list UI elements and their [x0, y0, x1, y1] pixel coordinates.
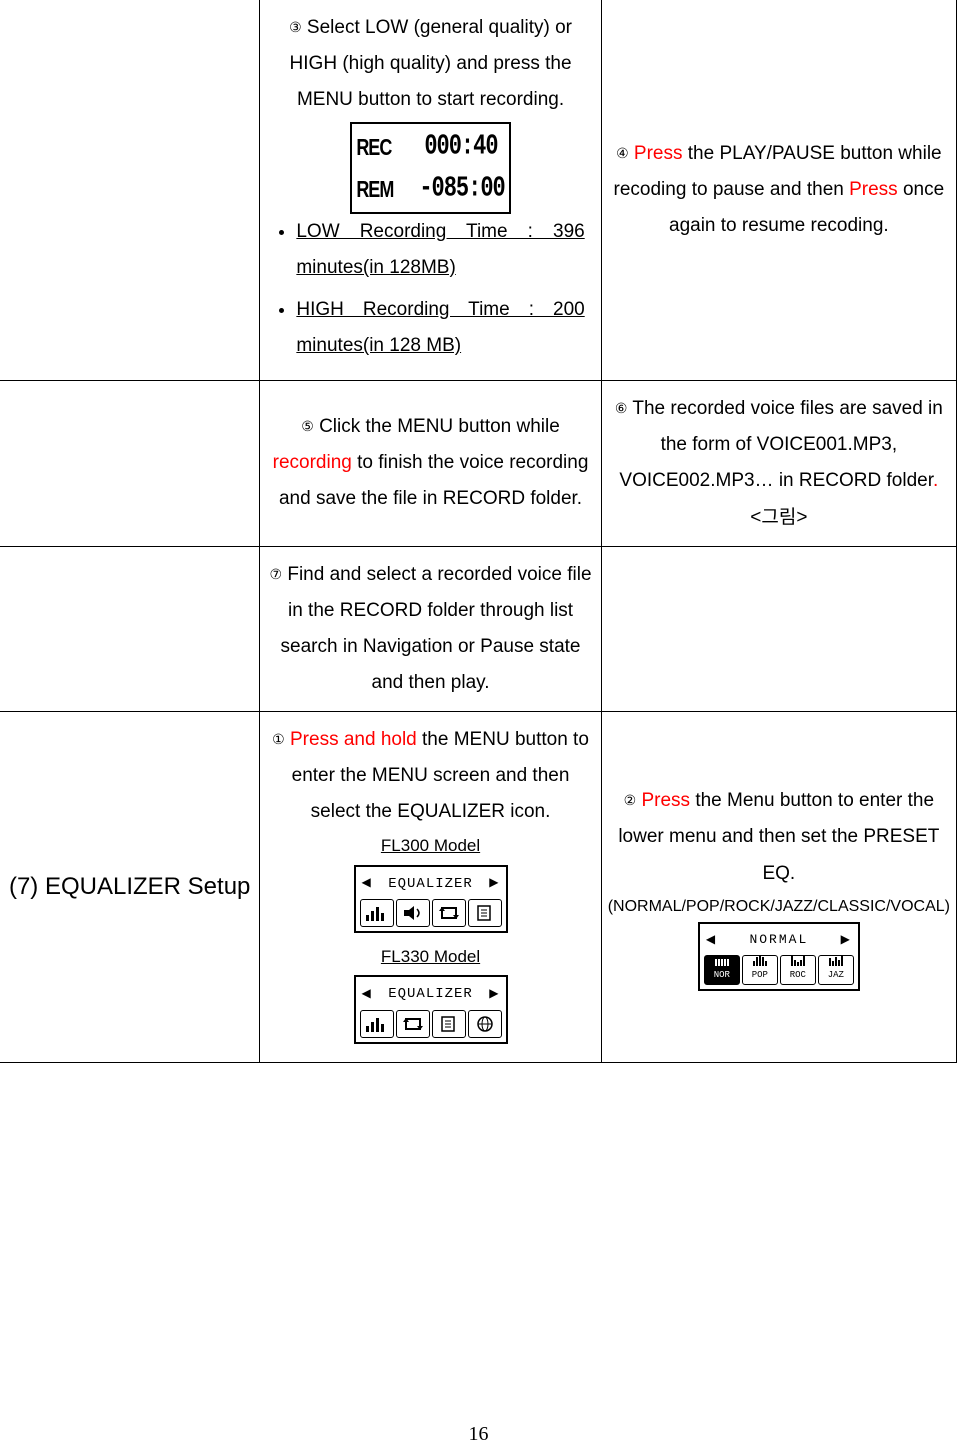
model1-label: FL300 Model: [266, 830, 594, 862]
eq-step1-presshold: Press and hold: [290, 729, 417, 750]
preset-nor-label: NOR: [714, 967, 730, 984]
step5-num: ⑤: [301, 418, 314, 434]
row4-title-cell: (7) EQUALIZER Setup: [0, 712, 260, 1063]
step3-text: ③ Select LOW (general quality) or HIGH (…: [266, 10, 594, 118]
step7-text: Find and select a recorded voice file in…: [281, 564, 592, 693]
rec-lcd: REC 000:40 REM -085:00: [350, 122, 510, 214]
step7-num: ⑦: [270, 566, 283, 582]
eq-repeat-icon-2: [396, 1010, 430, 1038]
presets-note: (NORMAL/POP/ROCK/JAZZ/CLASSIC/VOCAL): [608, 892, 950, 922]
eq-globe-icon: [468, 1010, 502, 1038]
preset-pop-label: POP: [752, 967, 768, 984]
eq-bars-icon-2: [360, 1010, 394, 1038]
arrow-right-icon-2: ▶: [489, 983, 499, 1006]
row2-step6-cell: ⑥ The recorded voice files are saved in …: [601, 381, 956, 546]
eq-lcd-fl330: ◀ EQUALIZER ▶: [354, 975, 508, 1044]
row1-step3-cell: ③ Select LOW (general quality) or HIGH (…: [260, 0, 601, 381]
eq-doc-icon-2: [432, 1010, 466, 1038]
step6-text: The recorded voice files are saved in th…: [619, 398, 942, 491]
step5-text-a: Click the MENU button while: [319, 416, 560, 437]
eq-lcd-title: EQUALIZER: [388, 871, 473, 898]
step5-recording: recording: [273, 452, 352, 473]
bullet-high: HIGH Recording Time : 200 minutes(in 128…: [296, 299, 584, 356]
row3-right-empty: [601, 546, 956, 711]
row3-step7-cell: ⑦ Find and select a recorded voice file …: [260, 546, 601, 711]
lcd-rem-time: -085:00: [419, 162, 504, 216]
eq-doc-icon: [468, 899, 502, 927]
preset-roc-label: ROC: [790, 967, 806, 984]
lcd-rec-label: REC: [356, 125, 391, 169]
equalizer-setup-title: (7) EQUALIZER Setup: [9, 873, 250, 900]
preset-nor: NOR: [704, 955, 740, 985]
arrow-right-icon: ▶: [489, 872, 499, 895]
row2-step5-cell: ⑤ Click the MENU button while recording …: [260, 381, 601, 546]
row2-left-empty: [0, 381, 260, 546]
model2-label: FL330 Model: [266, 941, 594, 973]
preset-arrow-right-icon: ▶: [841, 929, 852, 952]
eq-step2-num: ②: [624, 792, 637, 808]
step3-body: Select LOW (general quality) or HIGH (hi…: [290, 17, 572, 110]
step3-num: ③: [289, 19, 302, 35]
eq-step1-num: ①: [272, 731, 285, 747]
row1-step4-cell: ④ Press the PLAY/PAUSE button while reco…: [601, 0, 956, 381]
step4-num: ④: [616, 145, 629, 161]
row4-step2-cell: ② Press the Menu button to enter the low…: [601, 712, 956, 1063]
manual-table: ③ Select LOW (general quality) or HIGH (…: [0, 0, 957, 1063]
step6-num: ⑥: [615, 400, 628, 416]
step6-dot: .: [933, 470, 938, 491]
preset-lcd: ◀ NORMAL ▶ NOR POP ROC: [698, 922, 860, 991]
row4-step1-cell: ① Press and hold the MENU button to ente…: [260, 712, 601, 1063]
eq-lcd-title-2: EQUALIZER: [388, 981, 473, 1008]
step4-press1: Press: [634, 143, 683, 164]
arrow-left-icon-2: ◀: [362, 983, 372, 1006]
eq-repeat-icon: [432, 899, 466, 927]
eq-lcd-fl300: ◀ EQUALIZER ▶: [354, 865, 508, 934]
row1-left-empty: [0, 0, 260, 381]
arrow-left-icon: ◀: [362, 872, 372, 895]
row3-left-empty: [0, 546, 260, 711]
preset-lcd-title: NORMAL: [749, 928, 808, 953]
lcd-rem-label: REM: [356, 167, 393, 211]
step4-press2: Press: [849, 179, 898, 200]
step6-bracket: <그림>: [608, 500, 950, 536]
eq-sound-icon: [396, 899, 430, 927]
preset-pop: POP: [742, 955, 778, 985]
eq-bars-icon: [360, 899, 394, 927]
preset-jaz-label: JAZ: [828, 967, 844, 984]
page-number: 16: [0, 1423, 957, 1446]
eq-step2-press: Press: [641, 790, 690, 811]
bullet-low: LOW Recording Time : 396 minutes(in 128M…: [296, 221, 584, 278]
recording-time-bullets: LOW Recording Time : 396 minutes(in 128M…: [296, 214, 594, 364]
preset-arrow-left-icon: ◀: [706, 929, 717, 952]
preset-roc: ROC: [780, 955, 816, 985]
preset-jaz: JAZ: [818, 955, 854, 985]
